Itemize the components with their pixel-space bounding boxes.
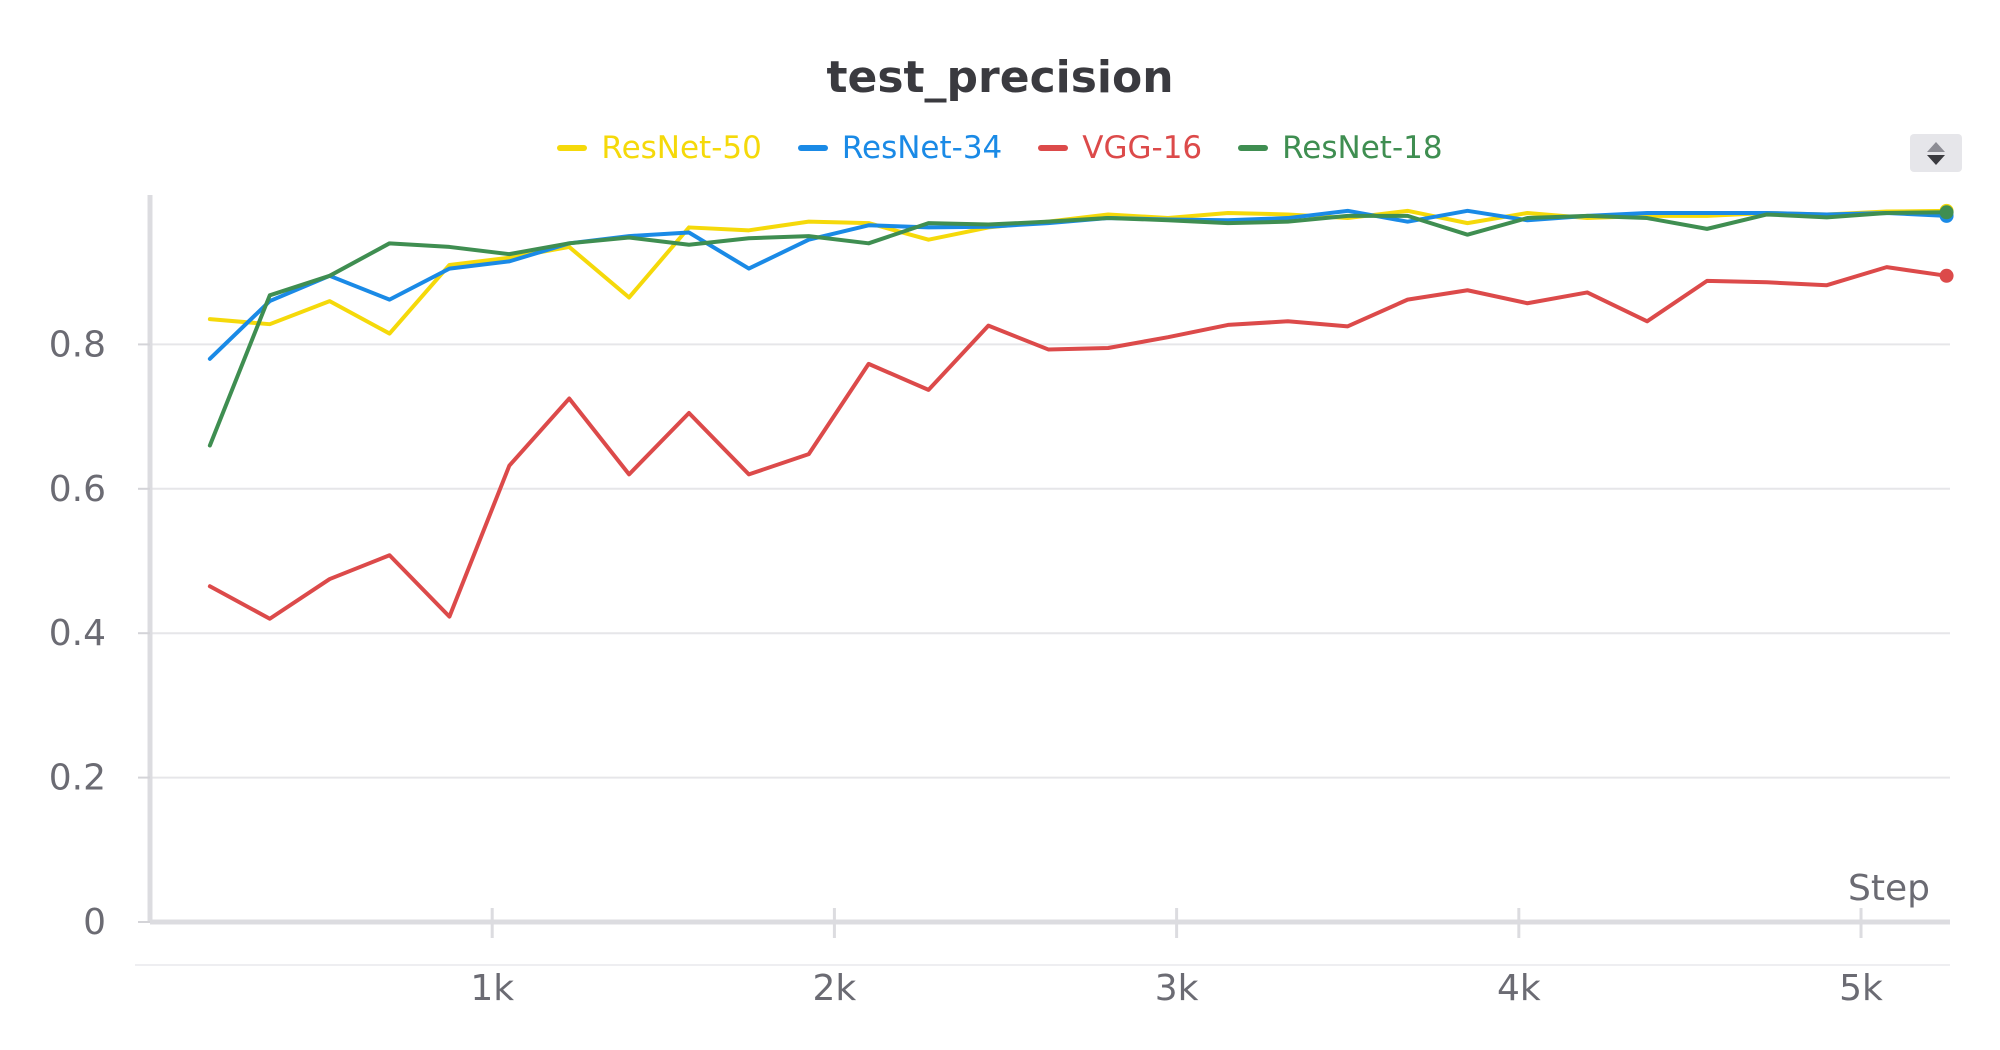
arrow-down-icon xyxy=(1927,154,1945,165)
x-axis-label: Step xyxy=(1848,868,1930,909)
series-line-resnet-50 xyxy=(207,208,1949,336)
series-line-resnet-34 xyxy=(207,208,1949,361)
legend-swatch xyxy=(557,145,588,151)
x-axis-ticks: 1k 2k 3k 4k 5k xyxy=(470,908,1883,1009)
y-tick-label: 0.2 xyxy=(49,758,106,799)
series-line-vgg-16 xyxy=(207,265,1949,621)
legend-label: ResNet-34 xyxy=(841,130,1003,166)
x-tick-label: 1k xyxy=(470,968,514,1009)
x-tick-label: 5k xyxy=(1839,968,1883,1009)
legend-swatch xyxy=(797,145,828,151)
series-lines xyxy=(207,203,1954,621)
legend-item[interactable]: ResNet-18 xyxy=(1238,130,1443,166)
arrow-up-icon xyxy=(1927,141,1945,152)
y-tick-label: 0.4 xyxy=(49,613,106,654)
x-tick-label: 2k xyxy=(813,968,857,1009)
series-endpoint xyxy=(1939,268,1954,283)
chart-title: test_precision xyxy=(826,52,1174,103)
legend-item[interactable]: ResNet-34 xyxy=(797,130,1003,166)
x-tick-label: 4k xyxy=(1497,968,1541,1009)
legend-item[interactable]: ResNet-50 xyxy=(557,130,762,166)
x-tick-label: 3k xyxy=(1155,968,1199,1009)
legend-swatch xyxy=(1038,145,1069,151)
legend-scroll-button[interactable] xyxy=(1910,134,1962,172)
legend-label: ResNet-50 xyxy=(601,130,762,166)
grid-lines xyxy=(150,343,1950,779)
series-line-resnet-18 xyxy=(207,210,1949,448)
legend-swatch xyxy=(1238,145,1269,151)
series-endpoint xyxy=(1939,205,1954,220)
y-tick-label: 0.6 xyxy=(49,469,106,510)
legend-label: VGG-16 xyxy=(1082,130,1203,166)
y-axis-ticks: 0 0.2 0.4 0.6 0.8 xyxy=(49,324,150,943)
y-tick-label: 0.8 xyxy=(49,324,106,365)
axes xyxy=(135,195,1950,966)
y-tick-label: 0 xyxy=(83,902,106,943)
legend-label: ResNet-18 xyxy=(1282,130,1443,166)
legend-item[interactable]: VGG-16 xyxy=(1038,130,1202,166)
chart-legend: ResNet-50 ResNet-34 VGG-16 ResNet-18 xyxy=(0,130,2000,166)
